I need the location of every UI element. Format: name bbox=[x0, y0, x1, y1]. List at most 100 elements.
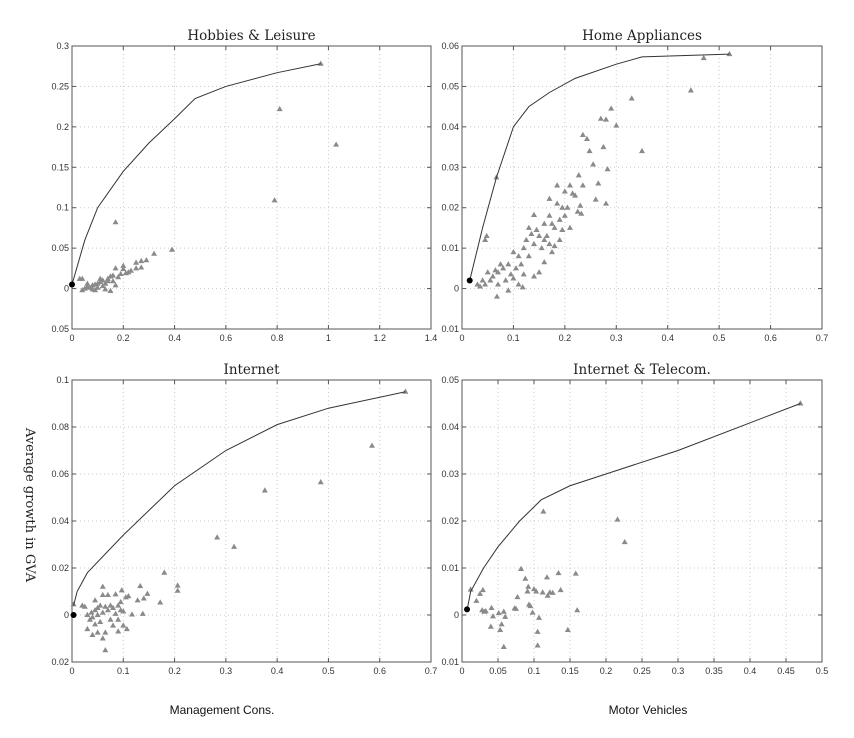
data-point bbox=[492, 267, 499, 273]
y-tick-label: 0.2 bbox=[56, 122, 69, 132]
data-point bbox=[138, 257, 145, 264]
data-point bbox=[467, 586, 474, 592]
data-point bbox=[117, 270, 124, 277]
data-point bbox=[92, 597, 99, 603]
data-point bbox=[477, 283, 483, 289]
data-point bbox=[525, 253, 532, 259]
data-point bbox=[515, 253, 522, 259]
data-point bbox=[551, 224, 558, 230]
data-point bbox=[531, 273, 537, 279]
data-point bbox=[502, 277, 509, 283]
data-point bbox=[333, 141, 340, 147]
data-point bbox=[89, 614, 96, 620]
y-tick-label: 0.03 bbox=[441, 162, 459, 172]
data-point bbox=[144, 590, 151, 596]
data-point bbox=[89, 631, 96, 637]
data-point bbox=[544, 592, 551, 598]
data-point bbox=[514, 593, 521, 600]
data-point bbox=[687, 87, 694, 93]
data-point bbox=[102, 603, 109, 609]
data-point bbox=[700, 54, 707, 61]
data-point bbox=[107, 287, 114, 293]
y-tick-label: 0.06 bbox=[51, 469, 69, 479]
y-tick-label: 0.05 bbox=[441, 81, 459, 91]
x-tick-label: 0.05 bbox=[489, 666, 507, 676]
y-tick-label: 0.1 bbox=[56, 375, 69, 385]
y-tick-label: 0 bbox=[454, 284, 459, 294]
data-point bbox=[525, 583, 532, 589]
data-point bbox=[556, 236, 563, 243]
x-tick-label: 0.6 bbox=[220, 333, 233, 343]
data-point bbox=[554, 200, 561, 206]
data-point bbox=[102, 647, 109, 653]
data-point bbox=[604, 166, 611, 172]
data-point bbox=[133, 265, 140, 271]
data-point bbox=[157, 599, 164, 605]
data-point bbox=[112, 282, 119, 288]
data-point bbox=[534, 628, 541, 634]
data-point bbox=[92, 286, 99, 293]
x-tick-label: 0.45 bbox=[777, 666, 795, 676]
data-point bbox=[482, 608, 489, 614]
y-tick-label: 0.05 bbox=[51, 243, 69, 253]
data-point bbox=[528, 230, 535, 236]
data-point bbox=[487, 623, 494, 629]
data-point bbox=[97, 275, 104, 281]
data-point bbox=[489, 273, 496, 279]
data-point bbox=[500, 608, 507, 614]
data-point bbox=[559, 204, 566, 210]
x-tick-label: 0.2 bbox=[117, 333, 130, 343]
data-point bbox=[520, 271, 527, 277]
x-tick-label: 0.6 bbox=[764, 333, 777, 343]
data-point bbox=[536, 232, 543, 239]
data-point bbox=[586, 147, 593, 154]
y-tick-label: 0.03 bbox=[441, 469, 459, 479]
x-tick-label: 0.4 bbox=[744, 666, 757, 676]
panel-title: Internet & Telecom. bbox=[573, 362, 711, 378]
x-axis-label-right: Motor Vehicles bbox=[609, 703, 688, 717]
data-point bbox=[522, 575, 529, 581]
data-point bbox=[369, 442, 376, 448]
x-tick-label: 0.3 bbox=[610, 333, 623, 343]
data-point bbox=[543, 574, 550, 580]
y-tick-label: 0 bbox=[454, 610, 459, 620]
x-tick-label: 0.1 bbox=[528, 666, 541, 676]
data-point bbox=[510, 275, 517, 281]
y-tick-label: 0.02 bbox=[441, 203, 459, 213]
y-tick-label: 0.3 bbox=[56, 41, 69, 51]
frontier-line bbox=[466, 403, 801, 611]
data-point bbox=[117, 598, 124, 605]
data-point bbox=[600, 143, 607, 150]
data-point bbox=[88, 609, 95, 615]
data-point bbox=[539, 589, 546, 595]
y-tick-label: 0.15 bbox=[51, 162, 69, 172]
data-point bbox=[81, 603, 88, 609]
data-point bbox=[529, 609, 536, 615]
data-point bbox=[169, 246, 176, 252]
y-tick-label: 0.01 bbox=[441, 243, 459, 253]
data-point bbox=[524, 588, 531, 594]
panel-3: 0 0.1 0.2 0.3 0.4 0.5 0.6 0.7 0.1 0.08 0.06 0.04 0.0… bbox=[51, 362, 437, 676]
frontier-line bbox=[469, 53, 730, 281]
origin-point bbox=[464, 606, 471, 613]
data-point bbox=[484, 269, 491, 275]
data-point bbox=[520, 244, 527, 251]
data-point bbox=[174, 587, 181, 593]
data-point bbox=[561, 188, 568, 194]
data-point bbox=[556, 216, 563, 222]
data-point bbox=[549, 220, 555, 226]
x-tick-label: 0 bbox=[69, 333, 74, 343]
data-point bbox=[84, 625, 91, 632]
data-point bbox=[231, 543, 238, 549]
data-point bbox=[122, 270, 129, 276]
data-point bbox=[546, 240, 553, 247]
data-point bbox=[575, 172, 582, 178]
plot-frame bbox=[71, 45, 432, 330]
data-point bbox=[518, 261, 525, 267]
data-point bbox=[99, 583, 106, 589]
data-point bbox=[140, 595, 147, 601]
data-point bbox=[497, 626, 504, 633]
data-point bbox=[79, 275, 86, 281]
data-point bbox=[139, 610, 146, 616]
